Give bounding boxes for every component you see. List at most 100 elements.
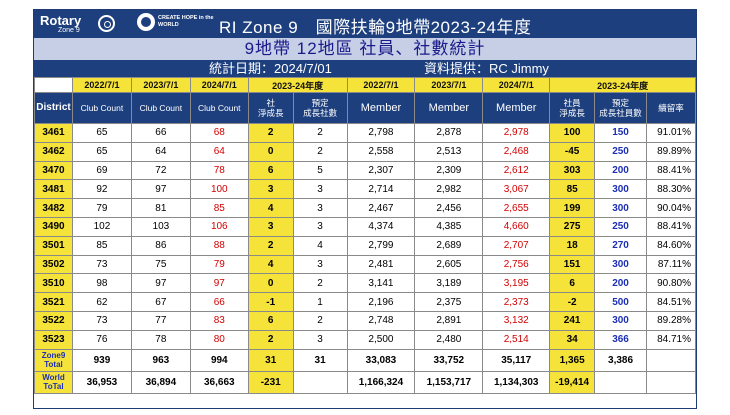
world-total-row: World ToTal 36,953 36,894 36,663 -231 1,166,3…: [34, 370, 697, 394]
member-2023: 2,891: [414, 310, 484, 331]
planned-new-clubs: [292, 370, 348, 394]
member-2023: 33,752: [414, 348, 484, 372]
club-count-2024: 66: [189, 292, 249, 312]
page-subtitle: 9地帶 12地區 社員、社數統計: [34, 38, 696, 60]
planned-new-clubs: 2: [292, 123, 348, 143]
member-2024: 4,660: [482, 216, 551, 237]
planned-members: [594, 370, 647, 394]
club-count-2022: 79: [71, 198, 132, 218]
club-count-2022: 65: [71, 141, 132, 162]
club-count-2023: 75: [130, 254, 191, 275]
planned-members: 500: [594, 292, 647, 312]
member-2023: 4,385: [414, 216, 484, 237]
retention-rate: 84.51%: [645, 292, 697, 312]
club-count-2023: 963: [130, 348, 191, 372]
member-header: Member: [346, 92, 416, 124]
member-2022: 2,798: [346, 123, 416, 143]
member-net-growth: 303: [549, 160, 596, 181]
table-row: 3521 62 67 66 -1 1 2,196 2,375 2,373 -2 500 84.51%: [34, 292, 697, 312]
club-count-2024: 78: [189, 160, 249, 181]
retention-rate: 90.80%: [645, 273, 697, 294]
district-cell: 3482: [34, 198, 73, 218]
retention-rate: 91.01%: [645, 123, 697, 143]
rotary-wheel-icon: [98, 15, 115, 32]
club-count-2023: 78: [130, 329, 191, 350]
club-count-2023: 64: [130, 141, 191, 162]
club-count-2022: 36,953: [71, 370, 132, 394]
club-count-2024: 64: [189, 141, 249, 162]
year-header-row: 2022/7/1 2023/7/1 2024/7/1 2023-24年度 202…: [34, 77, 696, 93]
member-net-growth: 199: [549, 198, 596, 218]
retention-rate: 90.04%: [645, 198, 697, 218]
club-count-2022: 65: [71, 123, 132, 143]
planned-members: 250: [594, 141, 647, 162]
member-2022: 3,141: [346, 273, 416, 294]
season-header: 2023-24年度: [549, 77, 696, 93]
member-2022: 2,196: [346, 292, 416, 312]
club-count-2022: 85: [71, 235, 132, 256]
planned-members: 270: [594, 235, 647, 256]
member-2024: 2,514: [482, 329, 551, 350]
zone-label: Zone 9: [58, 27, 80, 34]
club-net-growth: 2: [247, 329, 294, 350]
table-row: 3522 73 77 83 6 2 2,748 2,891 3,132 241 300 89.28%: [34, 310, 697, 331]
club-net-growth: 3: [247, 216, 294, 237]
club-count-2024: 36,663: [189, 370, 249, 394]
club-count-2022: 69: [71, 160, 132, 181]
member-2023: 2,375: [414, 292, 484, 312]
club-count-2022: 73: [71, 254, 132, 275]
table-row: 3462 65 64 64 0 2 2,558 2,513 2,468 -45 250 89.89%: [34, 141, 697, 162]
district-cell: 3502: [34, 254, 73, 275]
club-count-2023: 72: [130, 160, 191, 181]
member-2022: 2,481: [346, 254, 416, 275]
club-count-2023: 66: [130, 123, 191, 143]
retention-rate: [645, 348, 697, 372]
member-2023: 2,689: [414, 235, 484, 256]
club-count-header: Club Count: [189, 92, 249, 124]
member-2022: 2,799: [346, 235, 416, 256]
table-row: 3470 69 72 78 6 5 2,307 2,309 2,612 303 200 88.41%: [34, 160, 697, 181]
member-2024: 3,067: [482, 179, 551, 200]
member-2024: 2,756: [482, 254, 551, 275]
member-header: Member: [482, 92, 551, 124]
club-net-growth: 31: [247, 348, 294, 372]
planned-members: 150: [594, 123, 647, 143]
club-net-growth: 3: [247, 179, 294, 200]
table-row: 3481 92 97 100 3 3 2,714 2,982 3,067 85 300 88.30%: [34, 179, 697, 200]
data-provider: 資料提供：RC Jimmy: [424, 61, 549, 76]
planned-members: 366: [594, 329, 647, 350]
club-count-2022: 73: [71, 310, 132, 331]
member-2023: 3,189: [414, 273, 484, 294]
member-2024: 3,132: [482, 310, 551, 331]
club-count-2024: 80: [189, 329, 249, 350]
table-row: 3523 76 78 80 2 3 2,500 2,480 2,514 34 366 84.71%: [34, 329, 697, 350]
corner-cell: [34, 77, 73, 93]
member-2023: 2,878: [414, 123, 484, 143]
member-net-growth: 241: [549, 310, 596, 331]
planned-members: 300: [594, 310, 647, 331]
member-net-growth: -2: [549, 292, 596, 312]
club-count-2022: 92: [71, 179, 132, 200]
planned-new-clubs: 3: [292, 198, 348, 218]
member-2024: 2,612: [482, 160, 551, 181]
member-2023: 2,480: [414, 329, 484, 350]
retention-rate: [645, 370, 697, 394]
club-count-2022: 102: [71, 216, 132, 237]
planned-members-header: 預定 成長社員數: [594, 92, 647, 124]
planned-members: 3,386: [594, 348, 647, 372]
club-count-2023: 81: [130, 198, 191, 218]
member-2023: 2,456: [414, 198, 484, 218]
member-2022: 2,467: [346, 198, 416, 218]
district-cell: 3461: [34, 123, 73, 143]
club-count-2024: 97: [189, 273, 249, 294]
table-row: 3461 65 66 68 2 2 2,798 2,878 2,978 100 150 91.01%: [34, 123, 697, 143]
member-net-growth: 6: [549, 273, 596, 294]
planned-new-clubs: 3: [292, 254, 348, 275]
member-net-growth: 18: [549, 235, 596, 256]
stats-line: 統計日期：2024/7/01 資料提供：RC Jimmy: [34, 60, 696, 77]
rotary-logo: Rotary Zone 9: [40, 13, 120, 35]
club-count-2022: 76: [71, 329, 132, 350]
district-cell: 3481: [34, 179, 73, 200]
total-label: World ToTal: [34, 370, 73, 394]
statistics-table: 2022/7/1 2023/7/1 2024/7/1 2023-24年度 202…: [34, 77, 697, 394]
